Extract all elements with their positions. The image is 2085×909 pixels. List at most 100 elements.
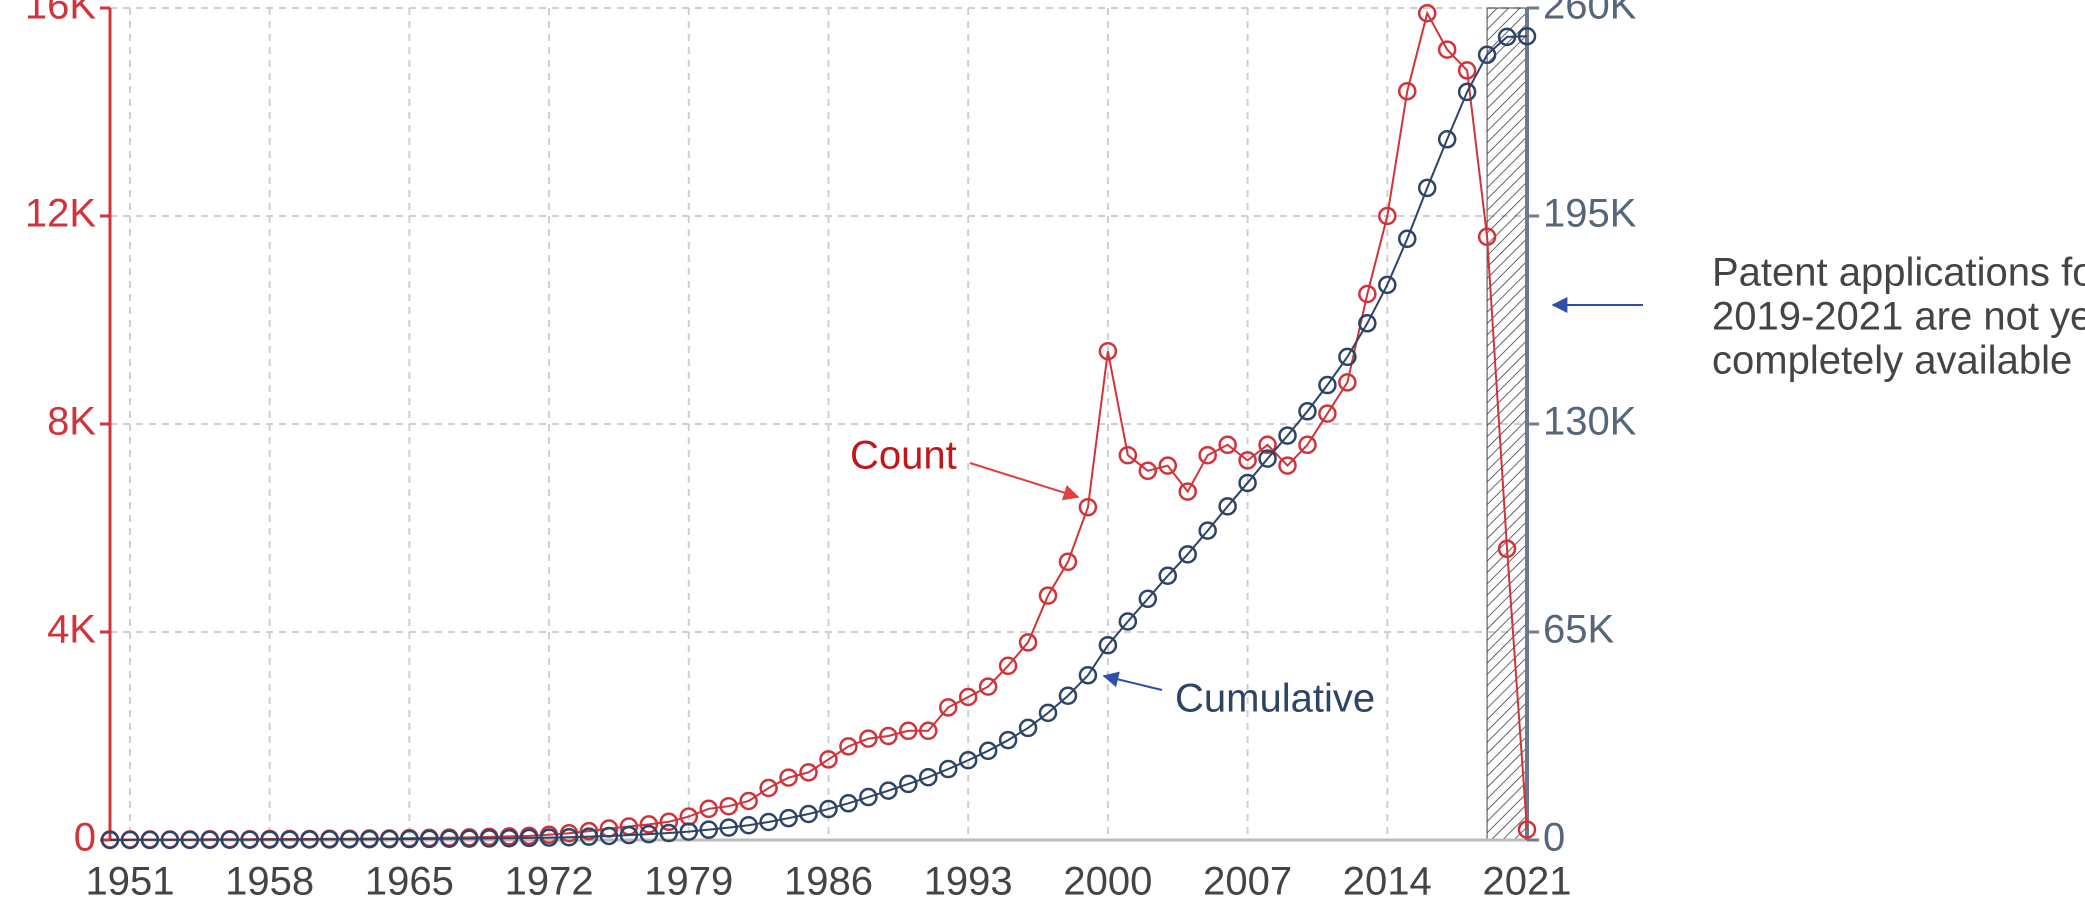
count-label: Count: [850, 434, 957, 478]
data-point: [819, 799, 838, 819]
x-tick-label: 1972: [505, 860, 594, 904]
data-point: [420, 829, 439, 849]
data-point: [1417, 178, 1437, 198]
data-point: [1298, 435, 1317, 455]
data-point: [1218, 435, 1237, 455]
y2-tick-label: 260K: [1543, 0, 1637, 28]
data-point: [759, 778, 778, 798]
data-point: [1338, 373, 1357, 392]
data-point: [440, 829, 459, 849]
data-point: [1278, 426, 1297, 445]
y2-tick-label: 65K: [1543, 608, 1614, 652]
x-tick-label: 1986: [784, 860, 873, 904]
shaded-region: [1486, 7, 1528, 841]
data-point: [619, 825, 639, 845]
data-point: [300, 830, 319, 849]
data-point: [380, 829, 399, 849]
data-point: [140, 830, 160, 850]
data-point: [938, 759, 958, 779]
data-point: [1497, 539, 1517, 559]
data-point: [1298, 402, 1317, 421]
data-point: [879, 781, 898, 800]
y-tick-label: 12K: [25, 192, 96, 236]
data-point: [1178, 545, 1197, 564]
data-point: [1118, 612, 1138, 631]
data-point: [1138, 461, 1158, 481]
data-point: [1098, 635, 1118, 655]
note-text: Patent applications for: [1712, 251, 2085, 295]
data-point: [1318, 404, 1337, 423]
x-tick-label: 2014: [1343, 860, 1432, 904]
data-point: [859, 787, 878, 807]
data-point: [519, 828, 539, 848]
data-point: [998, 656, 1018, 676]
data-point: [1517, 26, 1537, 46]
data-point: [240, 830, 259, 849]
data-point: [879, 726, 898, 746]
data-point: [1038, 586, 1058, 605]
data-point: [1258, 435, 1277, 455]
series-line: [109, 35, 1528, 841]
data-point: [1098, 341, 1118, 361]
data-point: [1378, 206, 1397, 226]
data-point: [479, 829, 499, 848]
data-point: [360, 829, 379, 849]
data-point: [1318, 375, 1337, 395]
data-point: [839, 794, 858, 813]
data-point: [1398, 81, 1417, 101]
data-point: [1218, 497, 1237, 516]
data-point: [220, 830, 239, 849]
data-point: [919, 767, 938, 787]
data-point: [1238, 451, 1257, 470]
x-tick-label: 2021: [1483, 860, 1572, 904]
data-point: [639, 815, 659, 834]
data-point: [539, 828, 559, 847]
data-point: [819, 750, 838, 769]
data-point: [1158, 566, 1178, 586]
x-tick-label: 2000: [1063, 860, 1152, 904]
data-point: [260, 830, 279, 849]
data-point: [400, 829, 419, 849]
data-point: [1457, 61, 1477, 80]
data-point: [1338, 347, 1357, 367]
data-point: [1058, 686, 1078, 706]
data-point: [998, 730, 1018, 750]
data-point: [120, 830, 140, 850]
data-point: [779, 808, 798, 828]
data-point: [1477, 45, 1497, 65]
data-point: [1358, 314, 1377, 333]
data-point: [919, 721, 938, 741]
data-point: [759, 812, 778, 832]
data-point: [1437, 130, 1457, 149]
data-point: [100, 830, 120, 850]
data-point: [739, 815, 758, 835]
data-point: [799, 763, 818, 782]
data-point: [719, 796, 738, 816]
x-tick-label: 1951: [85, 860, 174, 904]
data-point: [1198, 521, 1217, 540]
data-point: [499, 828, 519, 848]
data-point: [340, 830, 359, 849]
data-point: [839, 737, 858, 756]
note-text: 2019-2021 are not yet: [1712, 295, 2085, 339]
data-point: [599, 826, 619, 846]
data-point: [1378, 275, 1397, 295]
data-point: [160, 830, 180, 850]
data-point: [779, 768, 798, 787]
data-point: [899, 721, 918, 741]
data-point: [1018, 718, 1038, 738]
data-point: [559, 827, 579, 847]
y-tick-label: 0: [74, 816, 96, 860]
data-point: [1398, 229, 1417, 249]
data-point: [978, 677, 998, 696]
data-point: [1138, 589, 1158, 609]
data-point: [699, 820, 718, 839]
y-tick-label: 4K: [47, 608, 96, 652]
data-point: [739, 791, 758, 811]
data-point: [659, 823, 679, 843]
data-point: [1358, 284, 1377, 304]
y2-tick-label: 195K: [1543, 192, 1637, 236]
data-point: [1118, 445, 1138, 465]
data-point: [1158, 456, 1178, 475]
